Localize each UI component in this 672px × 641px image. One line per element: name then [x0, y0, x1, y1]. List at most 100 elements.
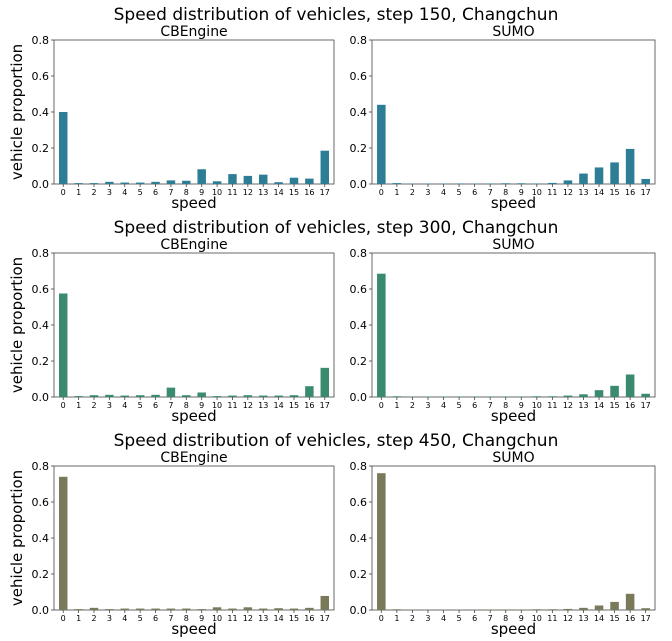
- bar: [377, 104, 386, 184]
- bar: [89, 395, 99, 397]
- bar: [259, 395, 268, 397]
- x-tick-label: 3: [425, 401, 430, 410]
- bar: [532, 609, 542, 610]
- bar: [320, 367, 329, 397]
- x-tick-label: 12: [563, 188, 573, 197]
- x-tick-label: 2: [410, 614, 415, 623]
- x-axis-label: speed: [491, 407, 536, 425]
- bar: [594, 167, 604, 184]
- x-tick-label: 14: [594, 401, 604, 410]
- bar: [243, 175, 253, 184]
- bar: [259, 174, 268, 184]
- plot-frame: [371, 465, 656, 611]
- bar: [120, 608, 129, 610]
- bar: [212, 181, 222, 184]
- bar: [151, 608, 160, 610]
- bar: [228, 174, 237, 184]
- bar: [243, 395, 253, 397]
- chart-panel: SUMO0.00.20.40.60.8012345678910111213141…: [350, 237, 656, 425]
- x-tick-label: 1: [76, 401, 81, 410]
- y-tick-label: 0.0: [350, 178, 368, 191]
- x-tick-label: 12: [243, 188, 253, 197]
- x-tick-label: 15: [289, 401, 299, 410]
- bar: [74, 609, 83, 610]
- chart-title: CBEngine: [160, 24, 227, 40]
- x-tick-label: 13: [578, 188, 588, 197]
- y-tick-label: 0.4: [350, 319, 368, 332]
- y-tick-label: 0.8: [350, 34, 368, 47]
- x-tick-label: 5: [138, 401, 143, 410]
- bar: [594, 390, 604, 397]
- x-tick-label: 16: [304, 188, 314, 197]
- bar: [625, 374, 635, 397]
- x-tick-label: 0: [61, 614, 66, 623]
- bar: [392, 609, 402, 610]
- x-tick-label: 2: [410, 188, 415, 197]
- bar: [320, 150, 329, 184]
- plot-frame: [53, 465, 335, 611]
- bar: [516, 183, 526, 184]
- row-title: Speed distribution of vehicles, step 300…: [114, 218, 559, 238]
- x-tick-label: 7: [168, 614, 173, 623]
- plot-frame: [53, 39, 335, 185]
- x-tick-label: 13: [258, 401, 268, 410]
- x-tick-label: 11: [547, 401, 557, 410]
- x-tick-label: 6: [153, 188, 158, 197]
- y-tick-label: 0.2: [350, 142, 368, 155]
- bar: [135, 182, 145, 184]
- x-tick-label: 17: [641, 614, 651, 623]
- x-tick-label: 6: [472, 401, 477, 410]
- x-tick-label: 2: [410, 401, 415, 410]
- bar: [135, 608, 145, 610]
- x-tick-label: 17: [641, 188, 651, 197]
- x-tick-label: 8: [503, 401, 508, 410]
- x-tick-label: 16: [625, 188, 635, 197]
- x-tick-label: 2: [91, 401, 96, 410]
- y-tick-label: 0.4: [32, 532, 50, 545]
- x-tick-label: 1: [394, 401, 399, 410]
- bar: [289, 608, 299, 610]
- bar: [228, 395, 237, 397]
- y-tick-label: 0.8: [32, 247, 50, 260]
- bar: [579, 394, 588, 397]
- bar: [120, 395, 129, 397]
- bar: [305, 607, 314, 610]
- bar: [197, 169, 206, 184]
- bar: [105, 181, 114, 184]
- x-tick-label: 9: [519, 401, 524, 410]
- x-tick-label: 6: [153, 614, 158, 623]
- x-tick-label: 1: [394, 188, 399, 197]
- x-tick-label: 16: [304, 614, 314, 623]
- y-tick-label: 0.6: [350, 283, 368, 296]
- bar: [610, 601, 619, 610]
- x-tick-label: 7: [168, 188, 173, 197]
- y-tick-label: 0.4: [32, 106, 50, 119]
- x-tick-label: 11: [547, 614, 557, 623]
- x-tick-label: 15: [609, 188, 619, 197]
- plot-frame: [53, 252, 335, 398]
- bar: [151, 394, 160, 397]
- bar: [151, 181, 160, 184]
- x-tick-label: 4: [122, 401, 127, 410]
- x-tick-label: 9: [199, 401, 204, 410]
- x-tick-label: 12: [563, 401, 573, 410]
- x-tick-label: 15: [289, 188, 299, 197]
- bar: [212, 396, 222, 397]
- x-tick-label: 11: [227, 188, 237, 197]
- x-tick-label: 13: [578, 614, 588, 623]
- y-tick-label: 0.2: [350, 355, 368, 368]
- x-tick-label: 7: [488, 401, 493, 410]
- bar: [470, 396, 479, 397]
- bar: [105, 609, 114, 610]
- x-axis-label: speed: [491, 620, 536, 638]
- bar: [610, 385, 619, 397]
- y-tick-label: 0.0: [350, 391, 368, 404]
- bar: [501, 183, 511, 184]
- x-tick-label: 11: [227, 401, 237, 410]
- x-tick-label: 15: [609, 401, 619, 410]
- bar: [625, 593, 635, 610]
- chart-title: SUMO: [492, 450, 534, 466]
- bar: [166, 608, 176, 610]
- bar: [59, 112, 68, 184]
